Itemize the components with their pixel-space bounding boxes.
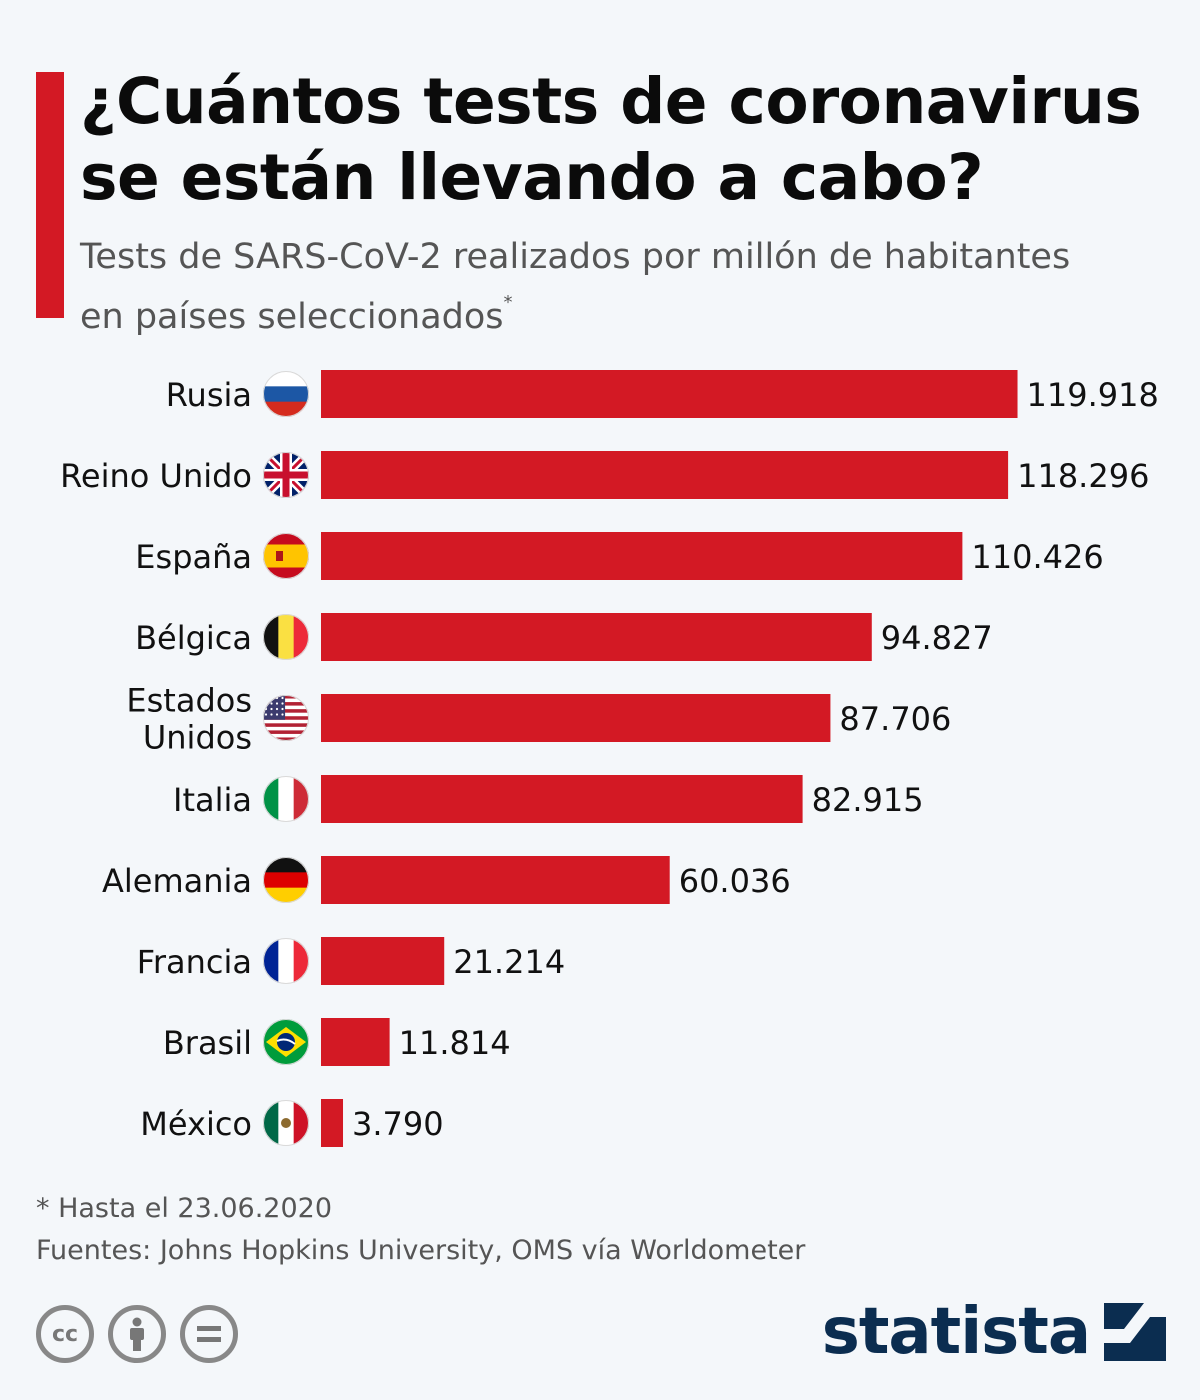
title-line-1: ¿Cuántos tests de coronavirus: [80, 65, 1142, 138]
cc-icon[interactable]: cc: [36, 1305, 94, 1363]
category-label-6: Alemania: [102, 862, 252, 900]
usa-flag-ring: [263, 695, 309, 741]
title-accent-bar: [36, 72, 64, 318]
bar-4: [321, 694, 831, 742]
germany-flag-ring: [263, 857, 309, 903]
value-label-3: 94.827: [881, 619, 993, 657]
title-line-2: se están llevando a cabo?: [80, 141, 984, 214]
spain-flag-ring: [263, 533, 309, 579]
license-icons: cc: [36, 1305, 238, 1363]
uk-flag-ring: [263, 452, 309, 498]
bar-0: [321, 370, 1018, 418]
by-person-icon[interactable]: [108, 1305, 166, 1363]
bar-chart: 119.918 Rusia 118.296 Reino Unido 110.426 Esp…: [60, 370, 1159, 1147]
russia-flag-ring: [263, 371, 309, 417]
category-label-5: Italia: [173, 781, 252, 819]
bar-7: [321, 937, 445, 985]
value-label-7: 21.214: [453, 943, 565, 981]
value-label-6: 60.036: [679, 862, 791, 900]
category-label-2: España: [135, 538, 252, 576]
usa-flag: [263, 695, 309, 741]
spain-flag: [263, 533, 309, 579]
bar-8: [321, 1018, 390, 1066]
france-flag-ring: [263, 938, 309, 984]
subtitle-footnote-mark: *: [503, 292, 513, 313]
category-label-4: Estados Unidos: [126, 682, 252, 757]
category-label-0: Rusia: [166, 376, 252, 414]
category-label-3: Bélgica: [135, 619, 252, 657]
bar-1: [321, 451, 1009, 499]
value-label-9: 3.790: [352, 1105, 444, 1143]
chart-title: ¿Cuántos tests de coronavirus se están l…: [80, 64, 1180, 216]
value-label-2: 110.426: [971, 538, 1103, 576]
italy-flag-ring: [263, 776, 309, 822]
category-label-8: Brasil: [163, 1024, 252, 1062]
statista-wordmark: statista: [821, 1295, 1091, 1369]
brazil-flag: [263, 1019, 309, 1065]
bar-5: [321, 775, 803, 823]
subtitle-line-1: Tests de SARS-CoV-2 realizados por milló…: [80, 237, 1071, 277]
bar-9: [321, 1099, 344, 1147]
value-label-8: 11.814: [399, 1024, 511, 1062]
equals-glyph-icon: [197, 1326, 221, 1342]
statista-mark-icon: [1104, 1303, 1166, 1361]
category-label-7: Francia: [137, 943, 252, 981]
nd-equals-icon[interactable]: [180, 1305, 238, 1363]
mexico-flag-ring: [263, 1100, 309, 1146]
bar-6: [321, 856, 670, 904]
chart-subtitle: Tests de SARS-CoV-2 realizados por milló…: [80, 234, 1180, 340]
belgium-flag-ring: [263, 614, 309, 660]
subtitle-line-2: en países seleccionados: [80, 297, 504, 337]
value-label-0: 119.918: [1027, 376, 1159, 414]
person-glyph-icon: [130, 1317, 144, 1351]
statista-logo[interactable]: statista: [822, 1296, 1166, 1368]
subtitle-line-2-wrap: en países seleccionados*: [80, 280, 1180, 340]
value-label-4: 87.706: [839, 700, 951, 738]
category-label-1: Reino Unido: [60, 457, 252, 495]
uk-flag: [263, 452, 309, 498]
value-label-1: 118.296: [1017, 457, 1149, 495]
brazil-flag-ring: [263, 1019, 309, 1065]
category-label-9: México: [140, 1105, 252, 1143]
footnote: * Hasta el 23.06.2020: [36, 1193, 332, 1224]
value-label-5: 82.915: [812, 781, 924, 819]
bar-2: [321, 532, 963, 580]
source-note: Fuentes: Johns Hopkins University, OMS v…: [36, 1235, 806, 1266]
bar-3: [321, 613, 872, 661]
